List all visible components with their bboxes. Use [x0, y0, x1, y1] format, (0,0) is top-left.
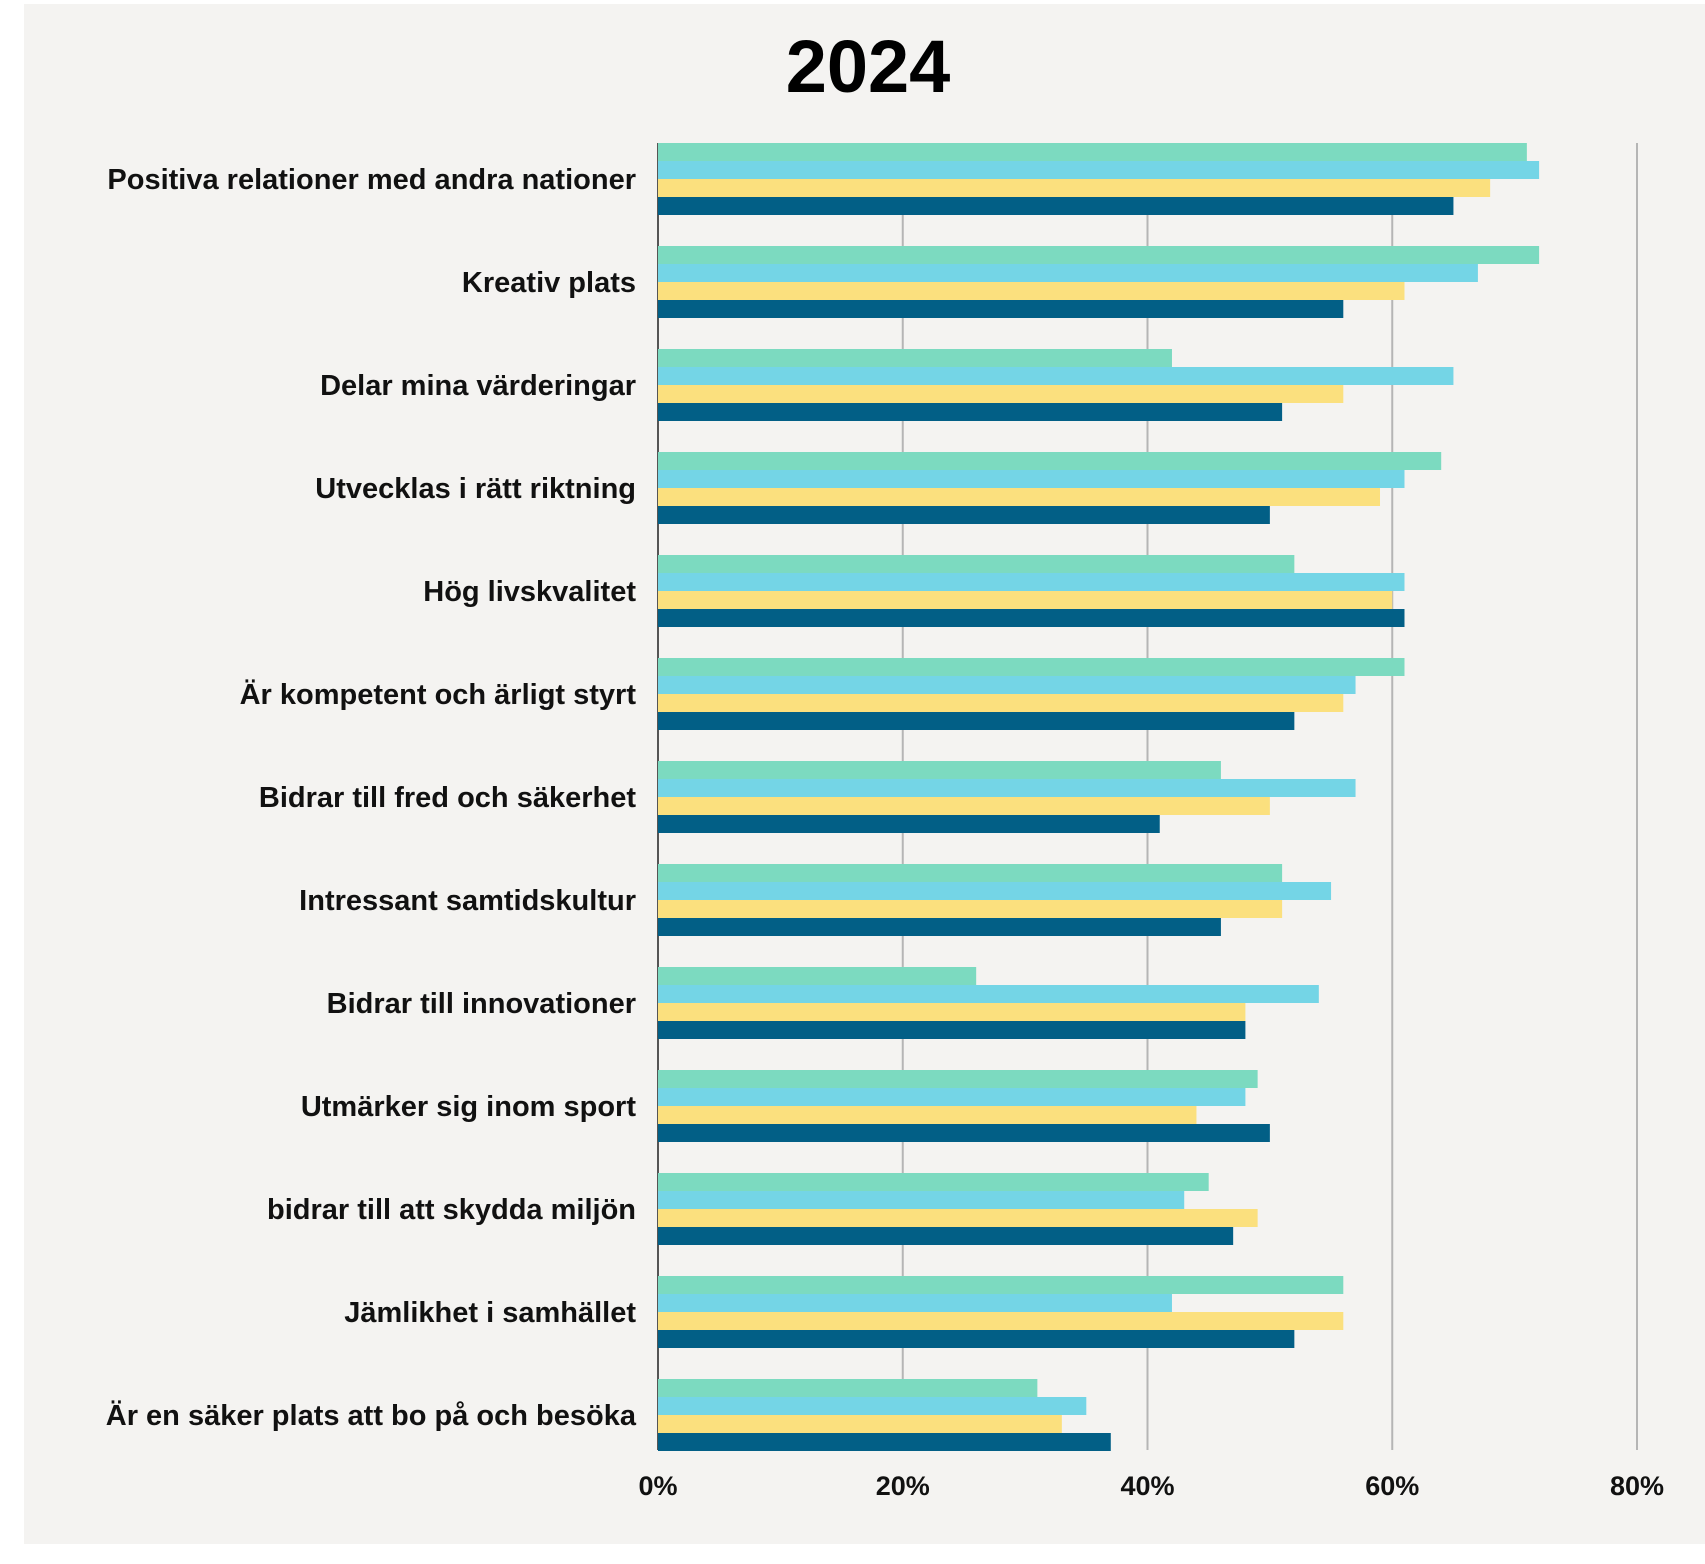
bar	[658, 506, 1270, 524]
bar	[658, 246, 1540, 264]
x-tick-label: 60%	[1365, 1471, 1419, 1501]
bar	[658, 882, 1332, 900]
category-label: Kreativ plats	[462, 267, 636, 299]
category-label: Jämlikhet i samhället	[344, 1297, 636, 1329]
category-label: Utvecklas i rätt riktning	[315, 473, 636, 505]
bar	[658, 300, 1344, 318]
category-label: Är kompetent och ärligt styrt	[240, 678, 637, 711]
bar	[658, 1312, 1344, 1330]
category-label: Bidrar till fred och säkerhet	[259, 782, 636, 814]
x-tick-label: 40%	[1120, 1471, 1174, 1501]
bar	[658, 161, 1540, 179]
bar	[658, 403, 1283, 421]
bar	[658, 1276, 1344, 1294]
bar	[658, 1124, 1270, 1142]
bar	[658, 1379, 1038, 1397]
bar	[658, 452, 1442, 470]
bar	[658, 815, 1160, 833]
category-label: Är en säker plats att bo på och besöka	[106, 1399, 637, 1432]
bar	[658, 264, 1478, 282]
bar	[658, 573, 1405, 591]
category-label: Bidrar till innovationer	[327, 988, 636, 1020]
bar	[658, 658, 1405, 676]
bar	[658, 349, 1172, 367]
bar	[658, 1088, 1246, 1106]
bar	[658, 985, 1319, 1003]
bar	[658, 1070, 1258, 1088]
category-label: Positiva relationer med andra nationer	[107, 164, 636, 196]
category-label: Utmärker sig inom sport	[301, 1091, 637, 1123]
bar	[658, 1191, 1185, 1209]
bar	[658, 1003, 1246, 1021]
bar	[658, 779, 1356, 797]
bar	[658, 555, 1295, 573]
bar	[658, 864, 1283, 882]
bar	[658, 179, 1491, 197]
x-tick-label: 80%	[1610, 1471, 1664, 1501]
bar	[658, 385, 1344, 403]
x-tick-label: 20%	[876, 1471, 930, 1501]
bar	[658, 1173, 1209, 1191]
category-label: bidrar till att skydda miljön	[267, 1194, 636, 1226]
bar	[658, 694, 1344, 712]
bar	[658, 609, 1405, 627]
bar	[658, 1433, 1111, 1451]
bar	[658, 591, 1393, 609]
bar	[658, 197, 1454, 215]
category-label: Delar mina värderingar	[320, 370, 636, 402]
bar	[658, 761, 1221, 779]
bar	[658, 797, 1270, 815]
bar	[658, 1415, 1062, 1433]
bar	[658, 470, 1405, 488]
bar	[658, 1106, 1197, 1124]
bar	[658, 282, 1405, 300]
bar	[658, 712, 1295, 730]
x-tick-label: 0%	[638, 1471, 677, 1501]
chart-title: 2024	[786, 25, 951, 108]
bar	[658, 367, 1454, 385]
x-tick-labels: 0% 20% 40% 60% 80%	[638, 1471, 1664, 1501]
bars	[658, 143, 1540, 1451]
bar	[658, 488, 1381, 506]
bar	[658, 1294, 1172, 1312]
bar	[658, 676, 1356, 694]
bar	[658, 1397, 1087, 1415]
bar	[658, 1227, 1234, 1245]
category-labels: Positiva relationer med andra nationer Kr…	[106, 164, 637, 1432]
bar	[658, 967, 977, 985]
bar	[658, 1330, 1295, 1348]
bar	[658, 143, 1527, 161]
category-label: Hög livskvalitet	[423, 576, 636, 608]
category-label: Intressant samtidskultur	[299, 885, 636, 917]
bar	[658, 900, 1283, 918]
bar	[658, 1209, 1258, 1227]
bar	[658, 1021, 1246, 1039]
bar	[658, 918, 1221, 936]
